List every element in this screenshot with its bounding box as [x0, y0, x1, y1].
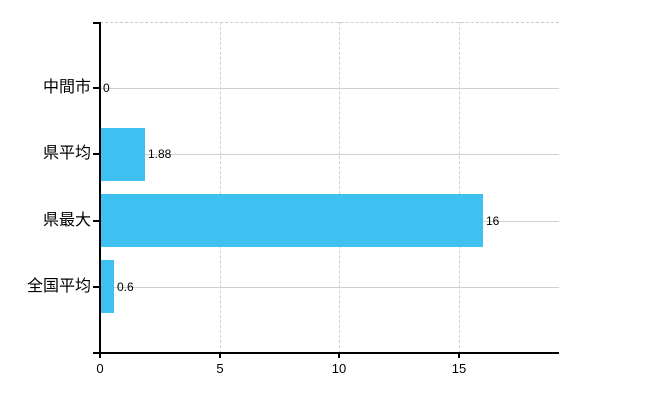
bar — [101, 128, 145, 181]
category-tick — [93, 220, 100, 222]
x-axis-tick — [99, 353, 101, 358]
bar-value-label: 0.6 — [117, 280, 134, 294]
y-axis-line — [99, 22, 101, 354]
plot-top-border — [100, 22, 559, 23]
x-axis-tick — [458, 353, 460, 358]
x-axis-tick-label: 5 — [216, 361, 224, 376]
category-label: 中間市 — [42, 79, 91, 96]
category-label: 県平均 — [42, 145, 91, 162]
category-tick — [93, 87, 100, 89]
vertical-gridline — [339, 22, 341, 353]
vertical-gridline — [459, 22, 460, 353]
horizontal-gridline — [100, 88, 559, 89]
category-label: 県最大 — [42, 212, 91, 229]
horizontal-gridline — [100, 287, 559, 288]
x-axis-line — [93, 352, 559, 354]
x-axis-tick-label: 10 — [331, 361, 347, 376]
category-label: 全国平均 — [26, 278, 91, 295]
category-tick — [93, 153, 100, 155]
bar — [101, 260, 114, 313]
bar-value-label: 1.88 — [148, 147, 172, 161]
y-axis-top-cap — [93, 22, 101, 24]
horizontal-gridline — [100, 154, 559, 155]
x-axis-tick — [219, 353, 221, 358]
category-tick — [93, 286, 100, 288]
bar-value-label: 0 — [103, 81, 110, 95]
x-axis-tick-label: 0 — [96, 361, 104, 376]
bar-value-label: 16 — [486, 214, 500, 228]
x-axis-tick — [338, 353, 340, 358]
bar — [101, 194, 483, 247]
x-axis-tick-label: 15 — [451, 361, 467, 376]
vertical-gridline — [219, 22, 221, 353]
